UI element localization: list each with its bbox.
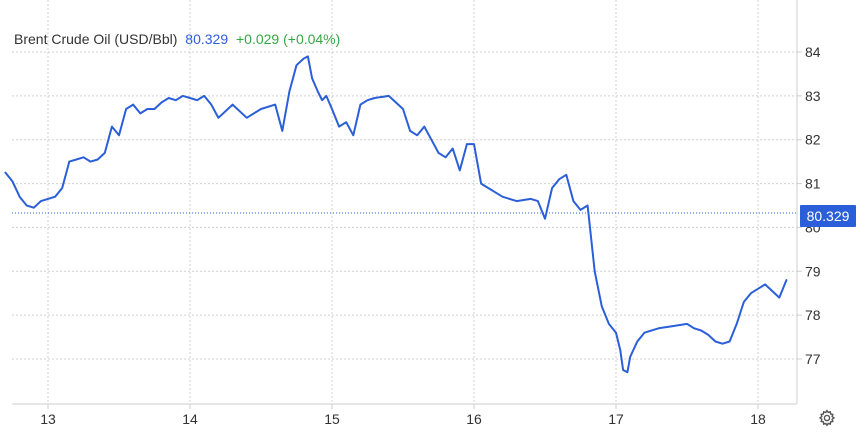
x-tick-labels: 13 14 15 16 17 18: [40, 404, 766, 427]
y-tick-label: 83: [805, 88, 821, 104]
x-tick-label: 18: [750, 411, 766, 427]
y-tick-label: 79: [805, 263, 821, 279]
y-tick-label: 84: [805, 44, 821, 60]
chart-legend: Brent Crude Oil (USD/Bbl) 80.329 +0.029 …: [14, 30, 340, 48]
y-tick-label: 77: [805, 351, 821, 367]
y-tick-label: 82: [805, 132, 821, 148]
grid-layer: [12, 0, 797, 404]
gear-icon[interactable]: [818, 409, 836, 427]
x-tick-label: 15: [324, 411, 340, 427]
y-tick-label: 78: [805, 307, 821, 323]
x-tick-label: 16: [466, 411, 482, 427]
legend-series-name: Brent Crude Oil (USD/Bbl): [14, 31, 178, 47]
y-tick-label: 81: [805, 176, 821, 192]
x-tick-label: 14: [182, 411, 198, 427]
price-series-line: [4, 55, 788, 374]
series-layer: [4, 55, 788, 374]
x-tick-label: 13: [40, 411, 56, 427]
legend-series-value: 80.329: [185, 31, 229, 47]
legend-series-change: +0.029 (+0.04%): [236, 31, 341, 47]
x-tick-label: 17: [608, 411, 624, 427]
current-price-badge: 80.329: [800, 205, 856, 227]
